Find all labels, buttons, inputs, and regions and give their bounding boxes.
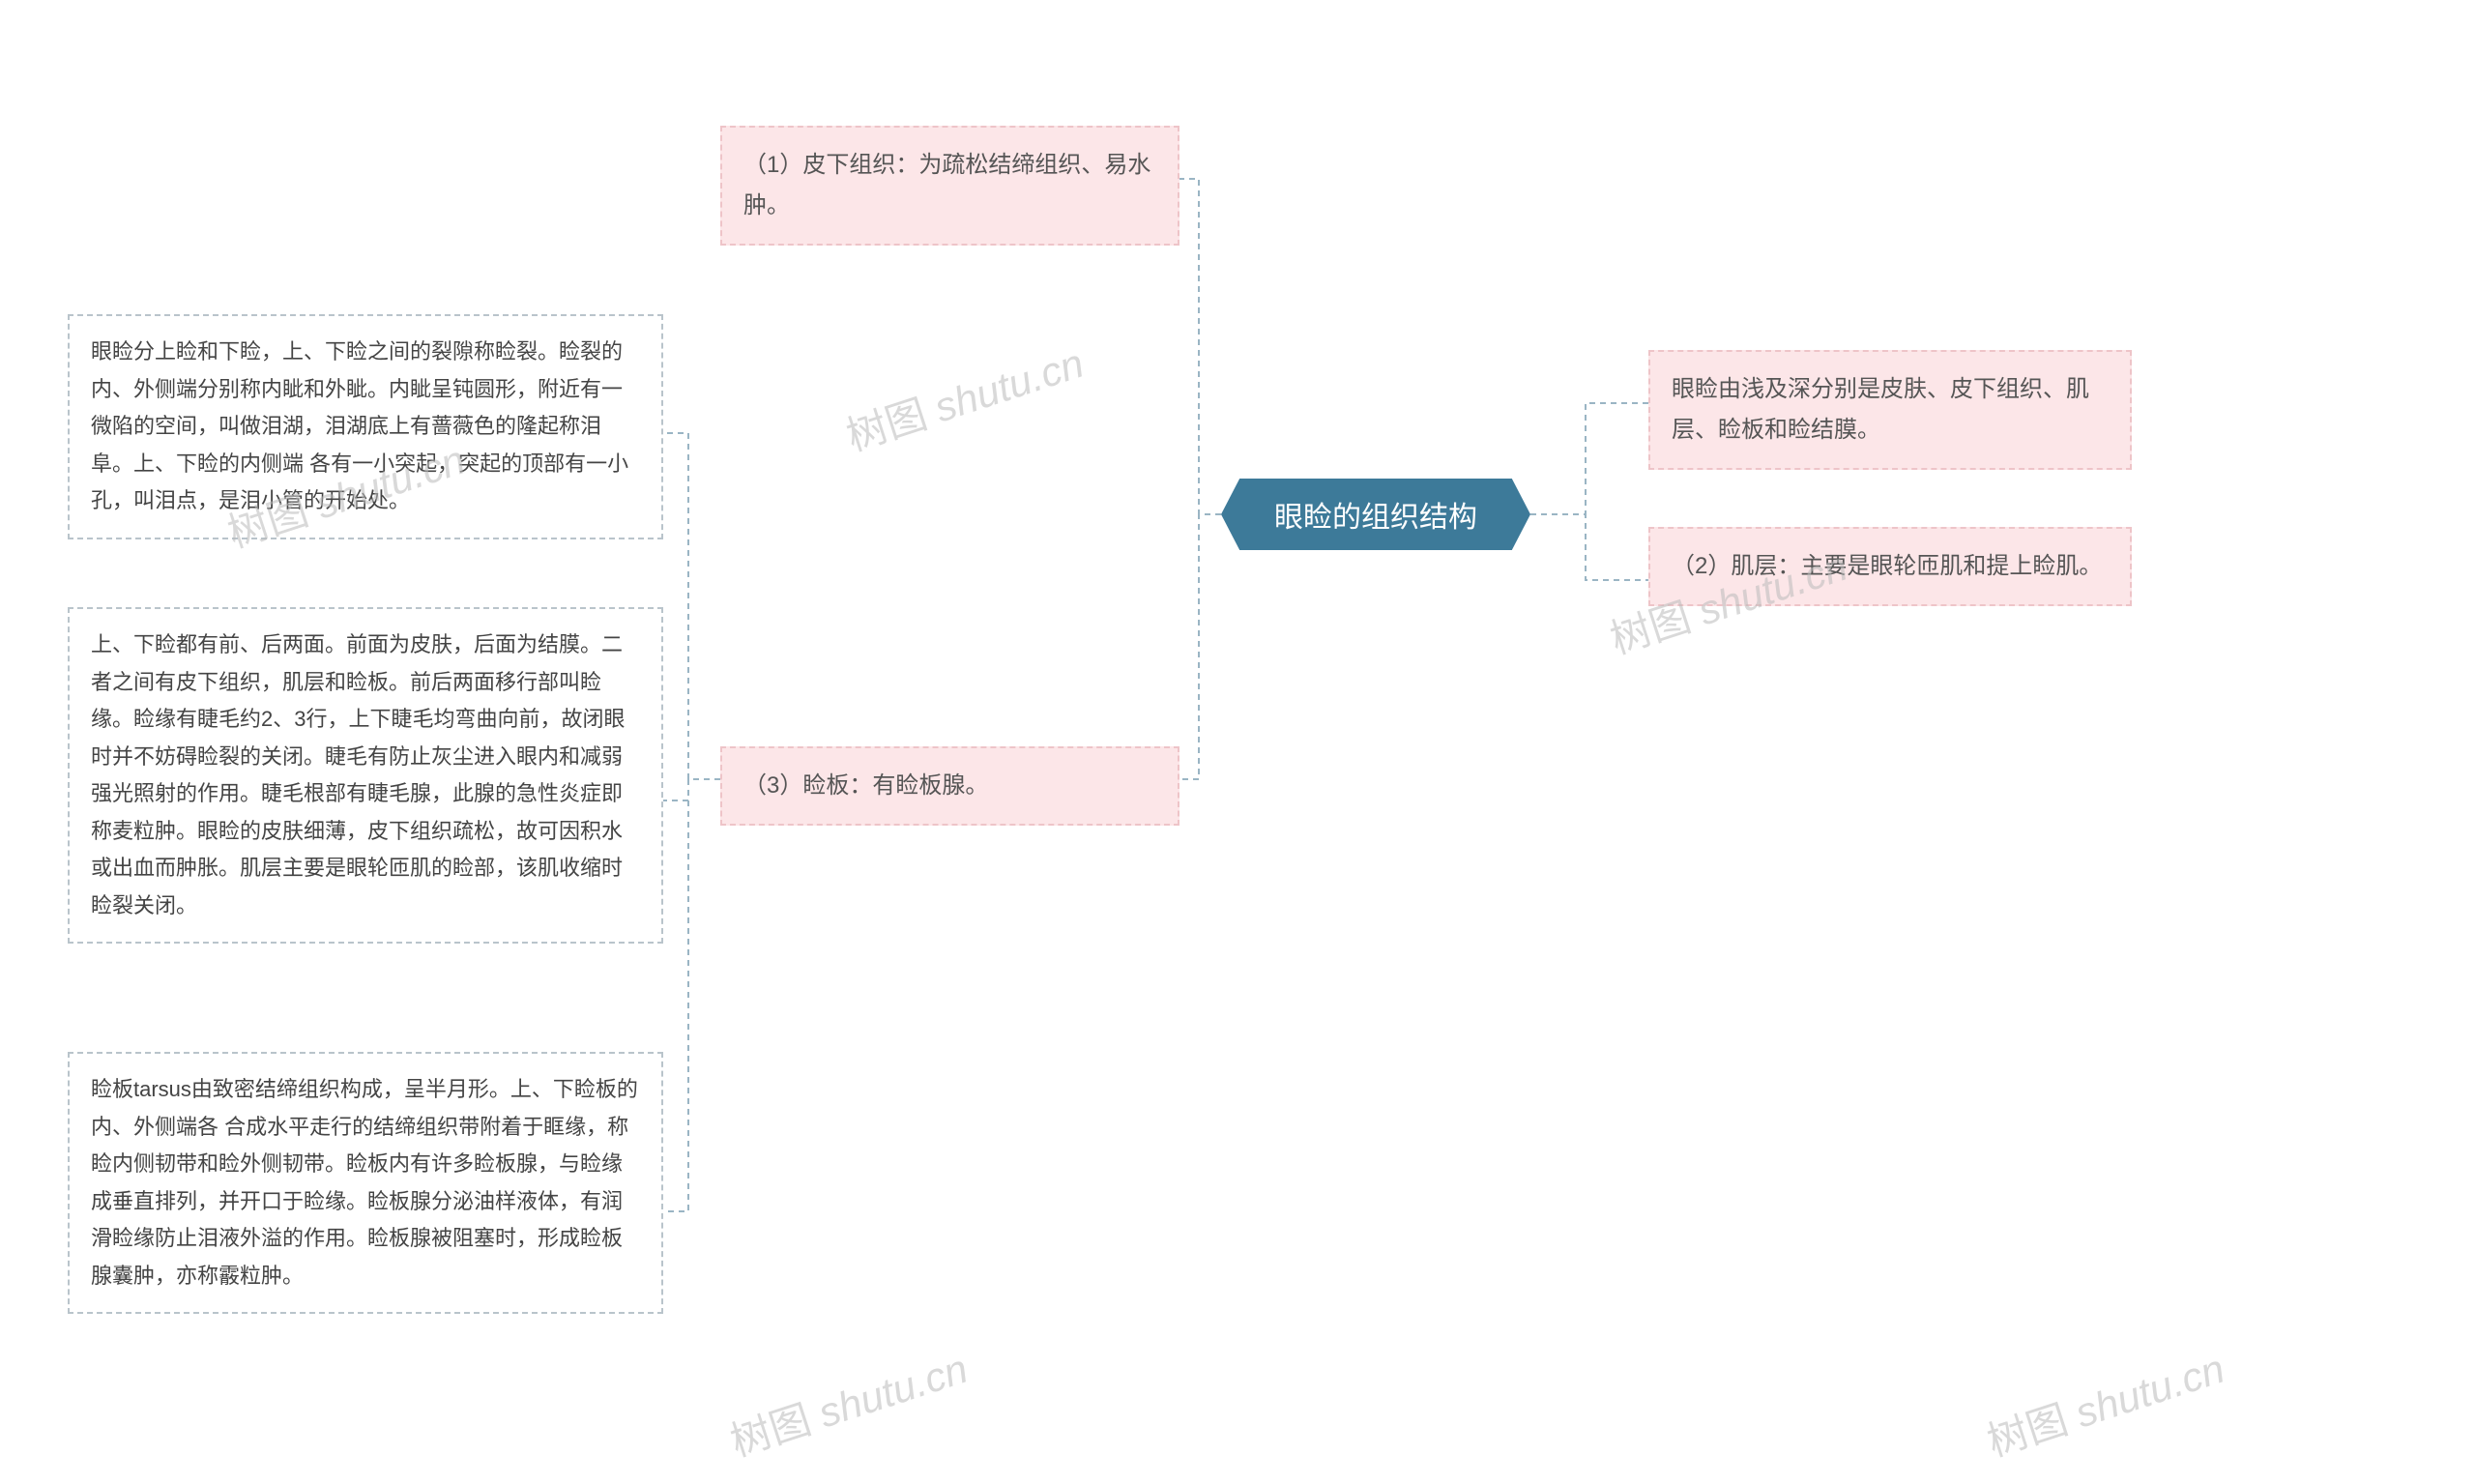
branch-left-1[interactable]: （1）皮下组织：为疏松结缔组织、易水肿。 bbox=[720, 126, 1179, 246]
watermark: 树图 shutu.cn bbox=[722, 1336, 975, 1469]
branch-right-2[interactable]: （2）肌层：主要是眼轮匝肌和提上睑肌。 bbox=[1648, 527, 2132, 606]
branch-left-2-child-1[interactable]: 眼睑分上睑和下睑，上、下睑之间的裂隙称睑裂。睑裂的内、外侧端分别称内眦和外眦。内… bbox=[68, 314, 663, 539]
branch-right-1[interactable]: 眼睑由浅及深分别是皮肤、皮下组织、肌层、睑板和睑结膜。 bbox=[1648, 350, 2132, 470]
branch-left-2-child-2[interactable]: 上、下睑都有前、后两面。前面为皮肤，后面为结膜。二者之间有皮下组织，肌层和睑板。… bbox=[68, 607, 663, 944]
branch-left-2-child-3[interactable]: 睑板tarsus由致密结缔组织构成，呈半月形。上、下睑板的内、外侧端各 合成水平… bbox=[68, 1052, 663, 1314]
watermark: 树图 shutu.cn bbox=[1979, 1336, 2231, 1469]
branch-left-2[interactable]: （3）睑板：有睑板腺。 bbox=[720, 746, 1179, 826]
mindmap-root[interactable]: 眼睑的组织结构 bbox=[1221, 479, 1530, 550]
watermark: 树图 shutu.cn bbox=[838, 331, 1091, 463]
